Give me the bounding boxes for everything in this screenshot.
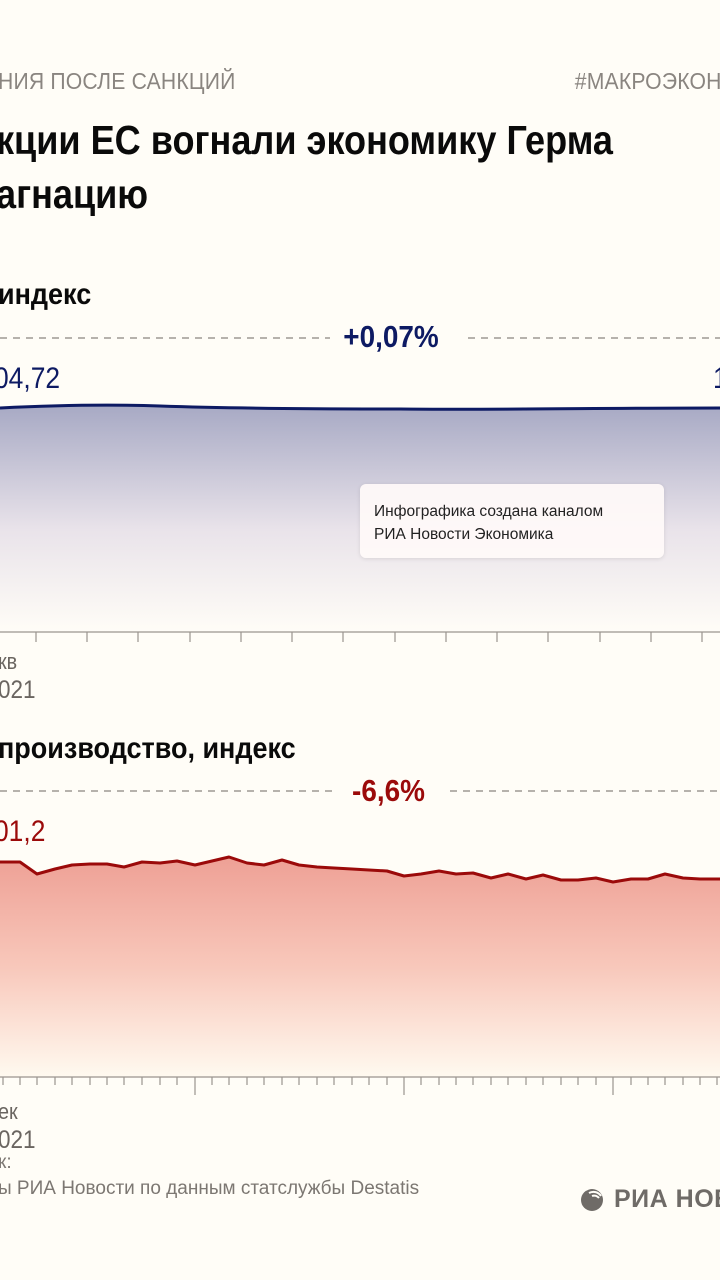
logo-text: РИА НОВ xyxy=(614,1184,720,1213)
chart-bottom-area xyxy=(0,857,720,1078)
kicker-hashtag[interactable]: #МАКРОЭКОН xyxy=(575,68,720,94)
chart-bottom-title: производство, индекс xyxy=(0,732,296,765)
axis-year: 021 xyxy=(0,1126,36,1154)
chart-bottom-axis-label: ек 021 xyxy=(0,1098,36,1154)
axis-period: кв xyxy=(0,649,18,674)
watermark-tooltip: Инфографика создана каналом РИА Новости … xyxy=(360,484,664,558)
chart-top-axis-label: кв 021 xyxy=(0,648,36,704)
chart-bottom-plot xyxy=(0,790,720,1095)
source-note: к: ы РИА Новости по данным статслужбы De… xyxy=(0,1150,419,1202)
chart-top-start-value: 04,72 xyxy=(0,362,61,395)
chart-top-title: индекс xyxy=(0,278,92,311)
ria-globe-icon xyxy=(581,1186,605,1211)
kicker-left: НИЯ ПОСЛЕ САНКЦИЙ xyxy=(0,68,236,94)
source-text: ы РИА Новости по данным статслужбы Desta… xyxy=(0,1178,420,1199)
chart-bottom-line xyxy=(0,855,720,884)
source-label: к: xyxy=(0,1152,12,1173)
tooltip-line-2: РИА Новости Экономика xyxy=(374,526,554,543)
ria-logo[interactable]: РИА НОВ xyxy=(578,1184,720,1214)
chart-top-line xyxy=(0,403,720,411)
chart-top-end-value: 1 xyxy=(713,362,720,396)
axis-year: 021 xyxy=(0,676,36,704)
chart-bottom-delta: -6,6% xyxy=(352,773,425,808)
tooltip-line-1: Инфографика создана каналом xyxy=(374,503,604,520)
headline-line-1: кции ЕС вогнали экономику Герма xyxy=(0,117,613,163)
chart-top-delta: +0,07% xyxy=(343,319,439,354)
headline-line-2: агнацию xyxy=(0,171,149,217)
axis-period: ек xyxy=(0,1099,18,1124)
chart-bottom-start-value: 01,2 xyxy=(0,815,46,848)
